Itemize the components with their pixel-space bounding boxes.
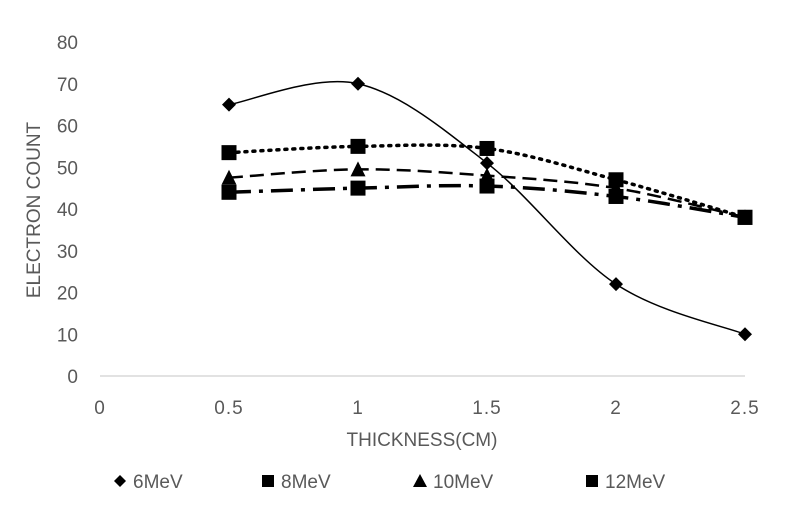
y-tick-label: 20 xyxy=(57,284,78,305)
data-point-6MeV xyxy=(738,327,752,342)
legend: 6MeV 8MeV 10MeV 12MeV xyxy=(114,472,666,493)
legend-label: 10MeV xyxy=(433,472,494,493)
y-tick-label: 0 xyxy=(67,367,78,388)
data-point-12MeV xyxy=(737,209,753,225)
series-line-6MeV xyxy=(228,80,746,335)
axes: 0 10 20 30 40 50 60 70 80 0 0.5 1 1.5 2 2.5 xyxy=(57,33,759,419)
y-axis-title: ELECTRON COUNT xyxy=(24,121,45,298)
legend-marker-icon xyxy=(114,475,126,487)
x-tick-label: 1.5 xyxy=(472,398,501,419)
series-6MeV-points xyxy=(222,76,752,342)
data-point-10MeV xyxy=(350,161,366,177)
data-point-6MeV xyxy=(480,156,494,171)
data-point-12MeV xyxy=(221,184,237,200)
data-point-10MeV xyxy=(221,169,237,185)
legend-label: 12MeV xyxy=(605,472,666,493)
legend-item-8MeV: 8MeV xyxy=(262,472,331,493)
data-point-12MeV xyxy=(608,188,624,204)
x-tick-label: 2 xyxy=(610,398,622,419)
legend-marker-icon xyxy=(413,474,427,487)
x-tick-label: 0.5 xyxy=(214,398,243,419)
data-point-6MeV xyxy=(222,97,236,112)
x-axis-title: THICKNESS(CM) xyxy=(347,430,498,451)
y-tick-label: 30 xyxy=(57,242,78,263)
legend-marker-icon xyxy=(586,475,598,487)
legend-label: 6MeV xyxy=(133,472,183,493)
data-point-12MeV xyxy=(479,178,495,194)
y-tick-label: 40 xyxy=(57,200,78,221)
data-point-8MeV xyxy=(479,140,495,156)
legend-label: 8MeV xyxy=(281,472,331,493)
data-point-8MeV xyxy=(608,172,624,188)
y-tick-label: 50 xyxy=(57,158,78,179)
legend-item-12MeV: 12MeV xyxy=(586,472,666,493)
x-tick-label: 0 xyxy=(94,398,106,419)
legend-marker-icon xyxy=(262,475,274,487)
y-tick-label: 60 xyxy=(57,117,78,138)
series-6MeV-group xyxy=(228,80,746,335)
data-point-8MeV xyxy=(221,145,237,161)
y-tick-label: 70 xyxy=(57,75,78,96)
y-tick-label: 10 xyxy=(57,325,78,346)
x-tick-label: 2.5 xyxy=(730,398,759,419)
data-point-12MeV xyxy=(350,180,366,196)
legend-item-10MeV: 10MeV xyxy=(413,472,494,493)
data-point-6MeV xyxy=(609,277,623,292)
series-group xyxy=(221,76,753,342)
data-point-6MeV xyxy=(351,76,365,91)
y-tick-label: 80 xyxy=(57,33,78,54)
data-point-8MeV xyxy=(350,138,366,154)
x-tick-label: 1 xyxy=(352,398,364,419)
series-12MeV-points xyxy=(221,178,753,225)
legend-item-6MeV: 6MeV xyxy=(114,472,183,493)
